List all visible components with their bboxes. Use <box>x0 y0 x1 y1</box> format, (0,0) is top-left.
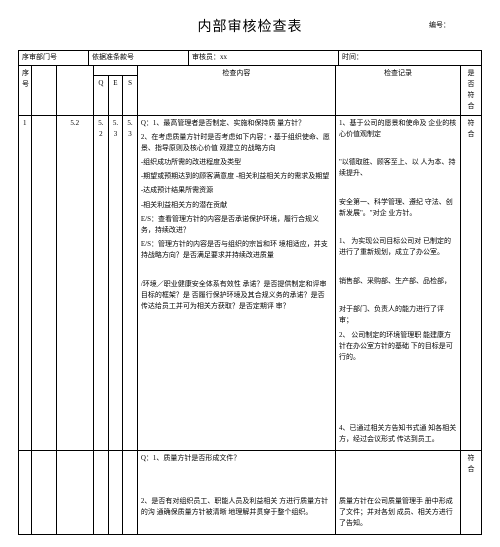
head-content: 检查内容 <box>137 65 335 115</box>
data-row-1: 1 5.2 5.2 5.3 5.3 Q：1、最高管理者是否制定、实施和保持质 量… <box>19 115 482 451</box>
data-row-2: Q：1、质量方针是否形成文件？ 2、是否有对组织员工、职能人员及利益相关 方进行… <box>19 451 482 535</box>
head-dept <box>31 65 56 115</box>
r2-sub1 <box>94 451 109 535</box>
head-sub-s: S <box>123 75 138 115</box>
meta-std: 依据准条款号 <box>89 51 189 65</box>
r1-seq: 1 <box>19 115 32 451</box>
r2-conform: 符合 <box>461 451 482 535</box>
r2-sub3 <box>123 451 138 535</box>
meta-dept: 序审部门号 <box>19 51 89 65</box>
head-sub-group <box>94 65 138 75</box>
head-sub-e: E <box>108 75 123 115</box>
r1-conform: 符合 <box>461 115 482 451</box>
r1-std: 5.2 <box>56 115 94 451</box>
meta-bar: 序审部门号 依据准条款号 审核员：xx 时间： <box>18 50 482 65</box>
doc-title: 内部审核检查表 <box>18 16 482 36</box>
meta-auditor: 审核员：xx <box>189 51 339 65</box>
head-sub-q: Q <box>94 75 109 115</box>
head-seq: 序号 <box>19 65 32 115</box>
r1-record: 1、基于公司的愿景和使命及 企业的核心价值观制定 "以德取胜、顾客至上、以 人为… <box>335 115 460 451</box>
audit-table: 序号 检查内容 检查记录 是否符合 Q E S 1 5.2 5.2 5.3 5.… <box>18 65 482 536</box>
r2-seq <box>19 451 32 535</box>
doc-number-label: 编号： <box>429 20 450 30</box>
r2-record: 质量方针在公司质量管理手 册中形成了文件；并对各划 成员、相关方进行了告知。 <box>335 451 460 535</box>
r1-sub1: 5.2 <box>94 115 109 451</box>
head-conform: 是否符合 <box>461 65 482 115</box>
head-std <box>56 65 94 115</box>
r1-sub2: 5.3 <box>108 115 123 451</box>
r1-sub3: 5.3 <box>123 115 138 451</box>
r2-content: Q：1、质量方针是否形成文件？ 2、是否有对组织员工、职能人员及利益相关 方进行… <box>137 451 335 535</box>
meta-time: 时间： <box>339 51 481 65</box>
r2-dept <box>31 451 56 535</box>
r1-content: Q：1、最高管理者是否制定、实施和保持质 量方针？2、在考虑质量方针时是否考虑如… <box>137 115 335 451</box>
head-record: 检查记录 <box>335 65 460 115</box>
r2-std <box>56 451 94 535</box>
header-row-1: 序号 检查内容 检查记录 是否符合 <box>19 65 482 75</box>
r2-sub2 <box>108 451 123 535</box>
r1-dept <box>31 115 56 451</box>
